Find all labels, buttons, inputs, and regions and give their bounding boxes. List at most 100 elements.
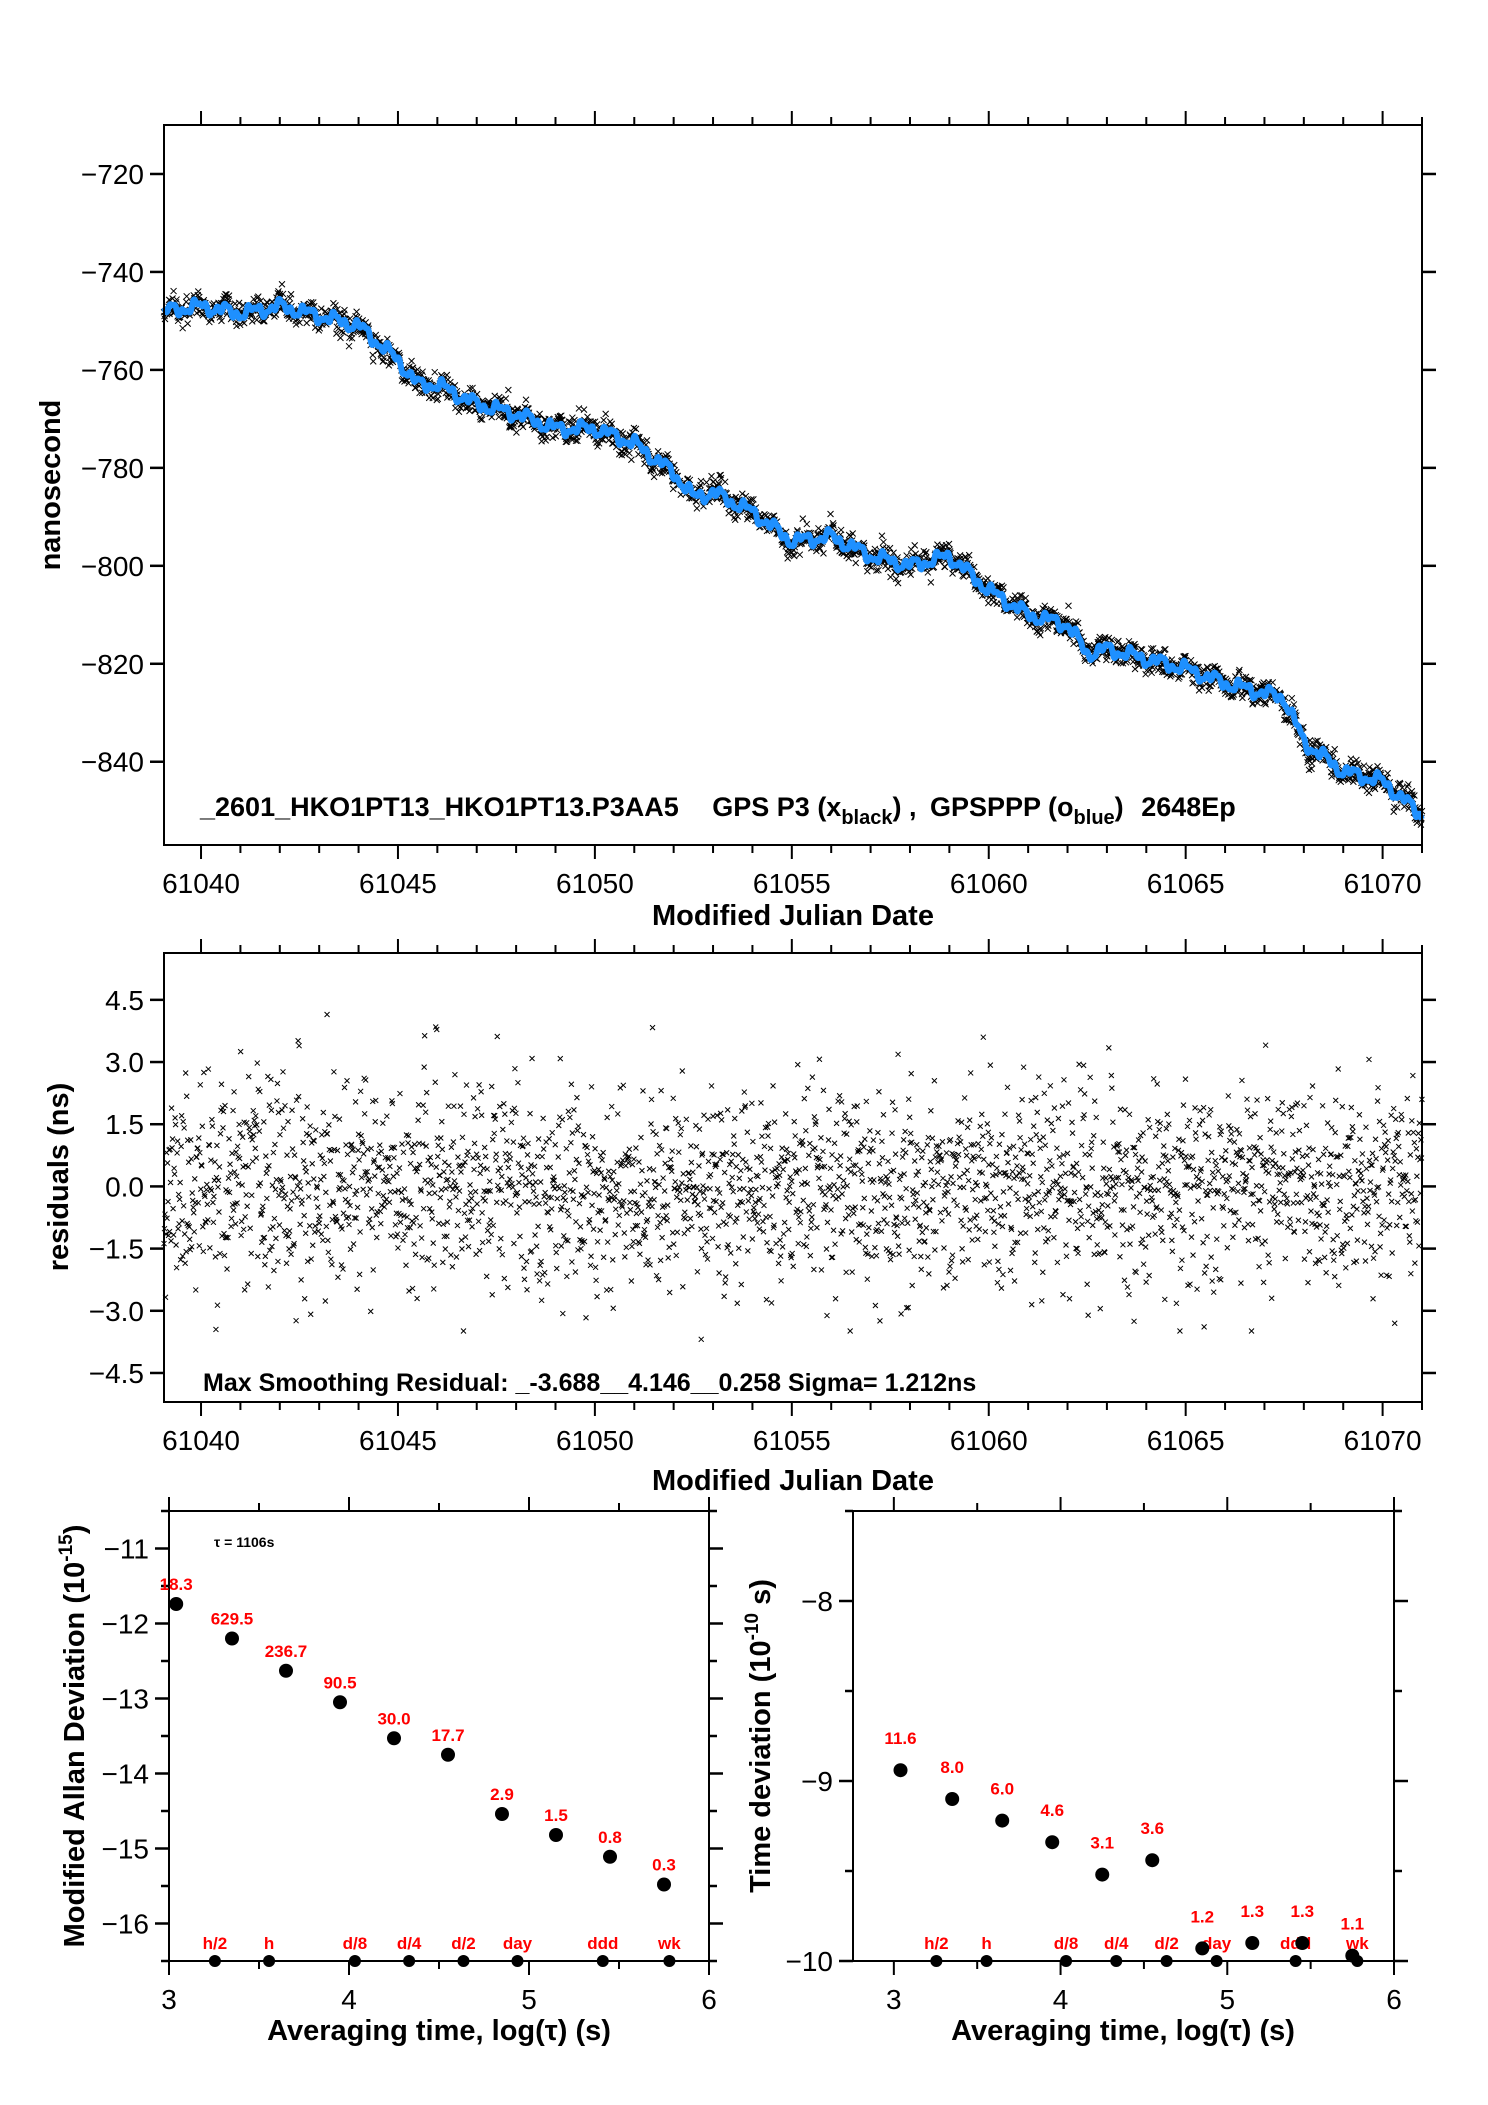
residual-point [984,1121,991,1127]
gps-p3-point [235,299,243,307]
residual-point [1303,1122,1310,1129]
residual-point [172,1114,178,1121]
residual-point [730,1188,737,1195]
residual-point [1248,1328,1255,1334]
residual-point [900,1137,907,1143]
residual-point [586,1216,593,1223]
residual-point [996,1141,1003,1148]
residual-point [1156,1126,1163,1133]
residual-point [1000,1271,1006,1278]
residual-point [542,1189,549,1196]
residual-point [327,1158,334,1164]
residual-point [228,1223,234,1230]
residual-point [746,1216,753,1223]
residual-point [1345,1168,1352,1175]
residual-point [553,1265,560,1272]
residual-point [1332,1129,1339,1136]
residual-point [768,1300,775,1306]
residual-point [801,1095,808,1102]
residual-point [479,1239,486,1246]
residual-point [1190,1166,1197,1173]
residual-point [1069,1130,1076,1136]
residual-point [1087,1184,1094,1190]
residual-point [1247,1113,1254,1120]
residual-point [672,1178,679,1185]
residual-point [743,1209,750,1215]
residual-point [537,1262,543,1269]
residual-point [1189,1153,1196,1160]
residual-point [805,1202,812,1209]
residual-point [525,1166,532,1173]
residual-point [1209,1169,1216,1176]
residual-point [847,1328,854,1334]
residual-point [789,1250,796,1257]
residual-point [652,1184,659,1191]
residual-point [1088,1139,1095,1146]
residual-point [189,1190,196,1196]
residual-point [1330,1257,1337,1264]
residual-point [167,1179,174,1186]
residual-point [875,1129,881,1136]
residual-point [279,1107,285,1113]
residual-point [178,1112,185,1119]
residual-point [326,1122,332,1128]
residual-point [868,1208,875,1214]
residual-point [610,1168,617,1175]
residual-point [548,1206,555,1212]
residual-point [1223,1195,1230,1202]
residual-point [457,1103,464,1109]
residual-point [920,1182,927,1189]
gps-p3-point [868,563,875,571]
residual-point [416,1140,422,1147]
residual-point [311,1229,318,1235]
residual-point [1180,1137,1186,1144]
residual-point [931,1177,937,1184]
residual-point [694,1268,701,1275]
residual-point [1086,1234,1093,1241]
residual-point [1171,1222,1178,1229]
residual-point [1331,1273,1338,1280]
residual-point [863,1231,870,1237]
residual-point [341,1084,348,1091]
residual-point [1360,1188,1367,1194]
residual-point [1037,1145,1044,1152]
residual-point [482,1198,489,1204]
residual-point [568,1139,574,1146]
residual-point [758,1159,765,1165]
residual-point [648,1096,655,1103]
residual-point [872,1302,879,1309]
residual-point [732,1260,739,1267]
residual-point [229,1150,235,1157]
gps-p3-point [519,423,527,431]
residual-point [261,1261,268,1268]
residual-point [887,1256,894,1263]
residual-point [820,1087,827,1094]
residual-point [1201,1323,1207,1330]
residual-point [1339,1103,1346,1110]
residual-point [735,1245,742,1252]
residual-point [929,1183,935,1190]
residual-point [200,1248,207,1255]
residual-point [474,1105,481,1112]
residual-point [719,1200,726,1206]
residual-point [366,1216,373,1222]
residual-point [898,1311,904,1317]
residual-point [1046,1157,1053,1164]
residual-point [644,1216,651,1223]
residual-point [733,1163,740,1170]
residual-point [768,1248,774,1255]
residual-point [569,1259,575,1265]
residual-point [301,1212,308,1219]
residual-point [396,1165,403,1171]
residual-point [739,1199,746,1206]
residual-point [915,1204,922,1210]
residual-point [197,1186,204,1192]
residual-point [524,1286,530,1293]
residual-point [305,1180,312,1186]
residual-point [1054,1145,1060,1152]
residual-point [1106,1166,1113,1173]
residual-point [861,1195,868,1202]
residual-point [626,1146,633,1153]
residual-point [955,1151,962,1158]
residual-point [504,1284,511,1291]
